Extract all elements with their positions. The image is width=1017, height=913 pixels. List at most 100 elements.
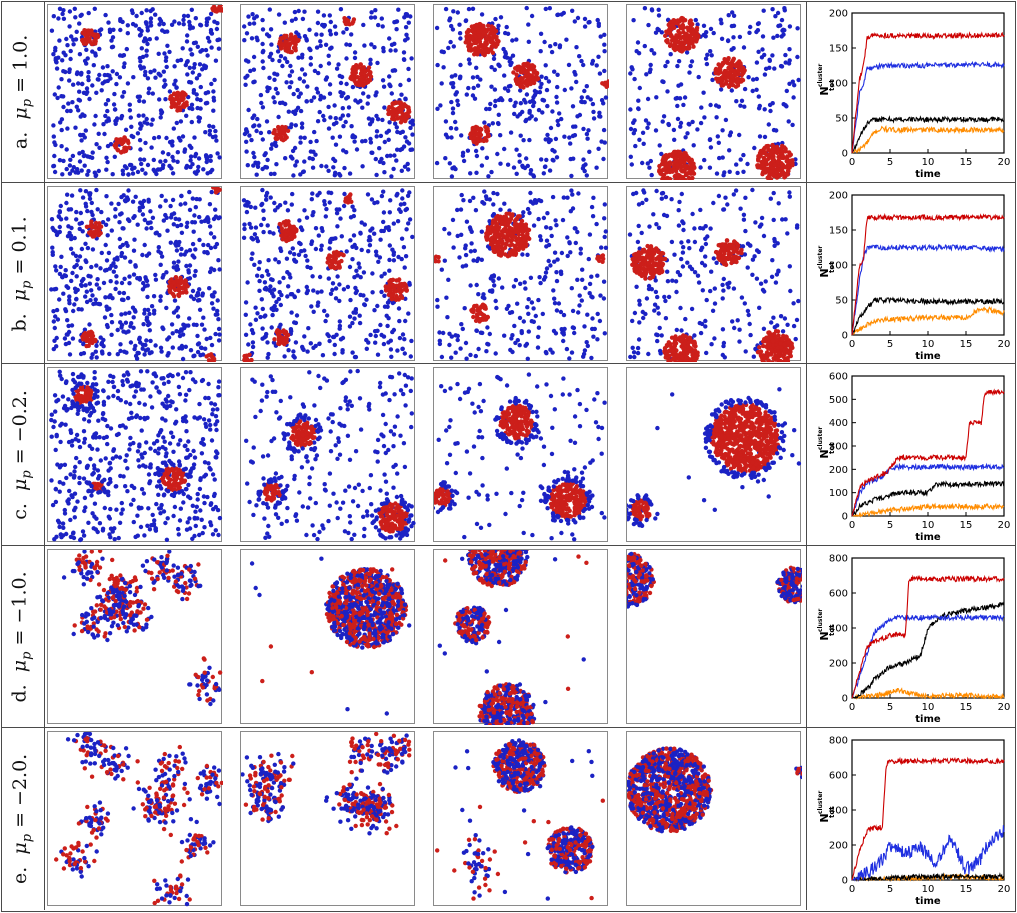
cluster-particle-red — [330, 258, 335, 264]
gas-particle — [734, 99, 739, 104]
gas-particle — [253, 317, 259, 322]
gas-particle — [557, 43, 563, 48]
gas-particle — [405, 193, 411, 198]
gas-particle — [213, 331, 218, 337]
gas-particle — [276, 12, 282, 17]
gas-particle — [251, 163, 256, 168]
gas-particle — [90, 352, 95, 357]
gas-particle — [572, 226, 577, 231]
gas-particle — [484, 106, 489, 112]
cluster-particle-red — [774, 144, 780, 149]
gas-particle — [196, 341, 202, 346]
gas-particle — [508, 130, 514, 135]
gas-particle — [153, 12, 158, 17]
gas-particle — [121, 226, 126, 231]
gas-particle — [550, 350, 555, 355]
gas-particle — [170, 139, 175, 144]
gas-particle — [129, 124, 134, 129]
gas-particle — [741, 152, 746, 158]
gas-particle — [86, 74, 91, 80]
gas-particle — [451, 84, 456, 90]
gas-particle — [370, 150, 375, 155]
gas-particle — [152, 135, 157, 141]
gas-particle — [298, 108, 304, 114]
gas-particle — [50, 245, 55, 250]
gas-particle — [407, 280, 412, 286]
gas-particle — [521, 210, 526, 215]
cluster-particle-red — [206, 353, 211, 358]
cluster-particle-red — [755, 163, 760, 168]
gas-particle — [602, 202, 607, 207]
gas-particle — [511, 165, 517, 170]
gas-particle — [344, 42, 349, 47]
gas-particle — [369, 42, 374, 47]
gas-particle — [628, 107, 633, 112]
cluster-particle-red — [520, 66, 525, 72]
gas-particle — [118, 17, 123, 22]
cluster-particle-red — [671, 160, 677, 165]
gas-particle — [333, 286, 339, 291]
gas-particle — [69, 278, 74, 284]
gas-particle — [589, 204, 595, 210]
gas-particle — [61, 69, 66, 74]
cluster-particle-red — [167, 289, 173, 295]
cluster-particle-red — [595, 256, 600, 261]
cluster-particle-red — [403, 118, 408, 124]
gas-particle — [458, 62, 463, 68]
gas-particle — [105, 64, 110, 69]
gas-particle — [304, 215, 310, 220]
cluster-particle-red — [729, 73, 735, 79]
gas-particle — [677, 96, 683, 101]
gas-particle — [125, 81, 131, 86]
gas-particle — [247, 133, 252, 138]
gas-particle — [83, 294, 88, 299]
gas-particle — [117, 75, 123, 80]
gas-particle — [139, 46, 144, 51]
gas-particle — [597, 71, 603, 76]
gas-particle — [632, 118, 637, 123]
cluster-particle-red — [282, 130, 287, 135]
gas-particle — [184, 113, 189, 119]
cluster-particle-red — [476, 44, 482, 50]
gas-particle — [529, 300, 535, 305]
gas-particle — [332, 103, 337, 108]
gas-particle — [204, 159, 209, 165]
gas-particle — [49, 287, 54, 292]
gas-particle — [349, 32, 354, 37]
gas-particle — [170, 345, 175, 350]
gas-particle — [539, 81, 544, 87]
gas-particle — [127, 310, 132, 315]
gas-particle — [357, 265, 362, 270]
gas-particle — [715, 134, 720, 139]
gas-particle — [296, 252, 302, 257]
gas-particle — [326, 333, 331, 339]
cluster-particle-red — [396, 286, 401, 292]
gas-particle — [137, 33, 143, 38]
gas-particle — [292, 355, 297, 360]
gas-particle — [93, 349, 98, 354]
gas-particle — [657, 143, 662, 148]
gas-particle — [320, 353, 326, 358]
cluster-particle-red — [403, 103, 409, 109]
gas-particle — [392, 20, 397, 25]
gas-particle — [741, 169, 746, 174]
gas-particle — [260, 17, 265, 23]
gas-particle — [506, 88, 511, 94]
gas-particle — [410, 132, 415, 137]
gas-particle — [602, 49, 607, 54]
gas-particle — [705, 52, 710, 57]
snapshot-2-4 — [627, 187, 801, 362]
gas-particle — [701, 90, 706, 95]
gas-particle — [375, 352, 381, 357]
gas-particle — [203, 153, 209, 158]
gas-particle — [146, 90, 151, 96]
gas-particle — [90, 247, 96, 252]
gas-particle — [67, 163, 73, 168]
cluster-particle-red — [84, 338, 89, 344]
gas-particle — [144, 48, 149, 53]
gas-particle — [289, 202, 294, 207]
gas-particle — [742, 104, 747, 109]
gas-particle — [67, 24, 72, 29]
gas-particle — [582, 168, 587, 174]
gas-particle — [756, 106, 762, 111]
